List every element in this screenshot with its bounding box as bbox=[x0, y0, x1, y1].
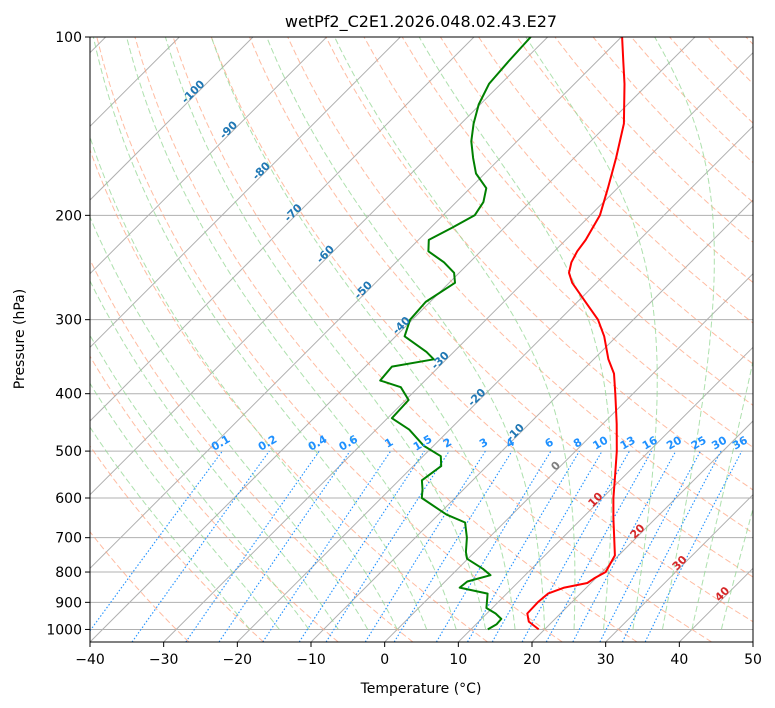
dewpoint-profile-line bbox=[379, 37, 532, 631]
moist-adiabat-line bbox=[334, 37, 576, 630]
mixing-ratio-line bbox=[185, 450, 320, 642]
isotherm-line bbox=[310, 199, 753, 642]
moist-adiabat-line bbox=[266, 37, 546, 630]
dry-adiabat-line bbox=[210, 37, 753, 623]
y-axis-title: Pressure (hPa) bbox=[12, 289, 28, 389]
mixing-ratio-line bbox=[90, 450, 223, 632]
y-tick-label: 900 bbox=[55, 595, 82, 611]
plot-frame bbox=[89, 36, 754, 643]
moist-adiabat-line bbox=[525, 37, 658, 630]
mixing-ratio-line bbox=[545, 450, 653, 642]
chart-title: wetPf2_C2E1.2026.048.02.43.E27 bbox=[285, 12, 557, 32]
y-tick-label: 100 bbox=[55, 30, 82, 46]
dry-adiabat-line bbox=[325, 37, 753, 491]
dry-adiabat-line bbox=[90, 258, 414, 642]
dry-adiabat-line bbox=[90, 445, 264, 642]
x-tick-label: −30 bbox=[149, 652, 179, 668]
moist-adiabat-line bbox=[92, 37, 428, 630]
mixing-ratio-line bbox=[435, 450, 552, 642]
dry-adiabat-line bbox=[516, 37, 753, 284]
dry-adiabat-line bbox=[90, 531, 190, 642]
dry-adiabat-line bbox=[134, 37, 638, 642]
y-tick-label: 400 bbox=[55, 387, 82, 403]
dry-adiabat-line bbox=[249, 37, 753, 578]
mixing-ratio-line bbox=[325, 450, 450, 642]
y-tick-label: 700 bbox=[55, 531, 82, 547]
dry-adiabat-line bbox=[401, 37, 753, 406]
moist-adiabat-line bbox=[654, 37, 715, 630]
isotherm-line bbox=[236, 125, 753, 642]
isotherm-line bbox=[90, 37, 254, 201]
isotherm-line bbox=[90, 37, 549, 496]
isotherm-line bbox=[163, 51, 753, 642]
mixing-ratio-line bbox=[218, 450, 351, 642]
mixing-ratio-line bbox=[644, 450, 743, 642]
x-tick-label: 30 bbox=[597, 652, 615, 668]
moist-adiabat-line bbox=[691, 358, 753, 630]
dry-adiabat-line bbox=[96, 37, 563, 642]
x-axis-title: Temperature (°C) bbox=[360, 681, 482, 697]
isotherm-line bbox=[531, 420, 753, 642]
isotherm-line bbox=[384, 272, 753, 642]
isotherm-line bbox=[457, 346, 753, 642]
mixing-ratio-line bbox=[621, 450, 722, 642]
dry-adiabat-line bbox=[287, 37, 753, 534]
x-tick-label: 20 bbox=[523, 652, 541, 668]
dry-adiabat-line bbox=[172, 37, 712, 642]
isotherm-line bbox=[90, 37, 475, 422]
y-tick-label: 500 bbox=[55, 444, 82, 460]
moist-adiabat-line bbox=[126, 37, 457, 630]
temperature-profile-line bbox=[526, 37, 626, 631]
x-tick-label: 10 bbox=[449, 652, 467, 668]
mixing-ratio-line bbox=[364, 450, 486, 642]
isotherm-line bbox=[90, 37, 696, 642]
y-tick-label: 600 bbox=[55, 491, 82, 507]
moist-adiabat-line bbox=[90, 135, 398, 630]
moist-adiabat-line bbox=[90, 215, 369, 630]
dry-adiabat-line bbox=[439, 37, 753, 365]
y-tick-label: 800 bbox=[55, 565, 82, 581]
x-tick-label: −40 bbox=[75, 652, 105, 668]
mixing-ratio-line bbox=[599, 450, 701, 642]
isotherm-line bbox=[90, 37, 401, 349]
y-tick-label: 200 bbox=[55, 208, 82, 224]
x-tick-label: −10 bbox=[296, 652, 326, 668]
y-tick-label: 300 bbox=[55, 313, 82, 329]
isotherm-line bbox=[90, 37, 622, 570]
moist-adiabat-line bbox=[90, 426, 251, 630]
mixing-ratio-line bbox=[262, 450, 392, 642]
mixing-ratio-line bbox=[393, 450, 513, 642]
mixing-ratio-line bbox=[298, 450, 425, 642]
x-tick-label: 0 bbox=[380, 652, 389, 668]
mixing-ratio-line bbox=[572, 450, 677, 642]
x-tick-label: 40 bbox=[670, 652, 688, 668]
x-tick-label: 50 bbox=[744, 652, 762, 668]
moist-adiabat-line bbox=[90, 382, 280, 630]
dry-adiabat-line bbox=[90, 148, 488, 642]
x-tick-label: −20 bbox=[223, 652, 253, 668]
mixing-ratio-line bbox=[131, 450, 270, 642]
mixing-ratio-line bbox=[521, 450, 630, 642]
y-tick-label: 1000 bbox=[46, 622, 82, 638]
isotherm-line bbox=[90, 37, 328, 275]
isotherm-line bbox=[605, 493, 753, 642]
